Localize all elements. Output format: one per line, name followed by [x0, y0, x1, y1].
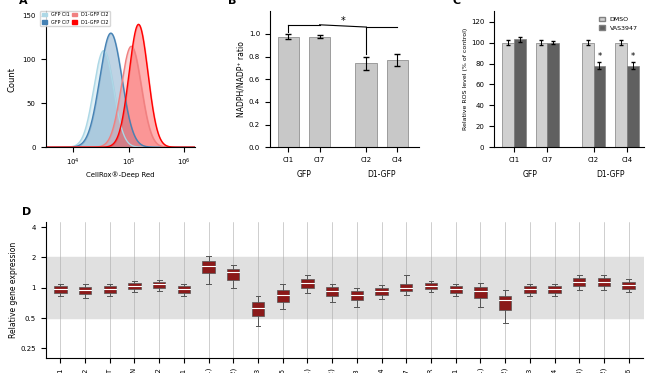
Bar: [46, 257, 644, 318]
FancyBboxPatch shape: [351, 291, 363, 300]
Y-axis label: Count: Count: [8, 67, 17, 92]
Text: *: *: [630, 52, 635, 61]
FancyBboxPatch shape: [450, 286, 462, 293]
Bar: [593, 66, 605, 147]
FancyBboxPatch shape: [153, 282, 165, 288]
Text: B: B: [228, 0, 236, 6]
FancyBboxPatch shape: [598, 278, 610, 286]
Text: *: *: [597, 52, 602, 61]
Text: GFP: GFP: [523, 170, 538, 179]
Y-axis label: NADPH/NADP⁺ ratio: NADPH/NADP⁺ ratio: [237, 41, 246, 117]
Text: A: A: [19, 0, 27, 6]
Y-axis label: Relative gene expression: Relative gene expression: [8, 242, 18, 338]
Text: D1-GFP: D1-GFP: [368, 170, 396, 179]
FancyBboxPatch shape: [128, 283, 140, 289]
Bar: [514, 40, 526, 147]
Legend: DMSO, VAS3947: DMSO, VAS3947: [596, 14, 640, 33]
Legend: GFP Cl1, GFP Cl7, D1-GFP Cl2, D1-GFP Cl2: GFP Cl1, GFP Cl7, D1-GFP Cl2, D1-GFP Cl2: [40, 11, 110, 26]
FancyBboxPatch shape: [524, 286, 536, 293]
FancyBboxPatch shape: [276, 290, 289, 302]
Bar: [616, 43, 627, 147]
FancyBboxPatch shape: [376, 288, 388, 295]
Bar: [627, 66, 638, 147]
FancyBboxPatch shape: [499, 296, 512, 310]
X-axis label: CellRox®-Deep Red: CellRox®-Deep Red: [86, 171, 155, 178]
Text: D: D: [21, 207, 31, 217]
FancyBboxPatch shape: [326, 287, 338, 297]
FancyBboxPatch shape: [54, 286, 66, 293]
FancyBboxPatch shape: [103, 286, 116, 293]
Bar: [582, 43, 593, 147]
FancyBboxPatch shape: [425, 283, 437, 289]
Bar: [309, 37, 330, 147]
FancyBboxPatch shape: [573, 278, 586, 286]
Bar: [502, 43, 514, 147]
Text: *: *: [341, 16, 345, 26]
FancyBboxPatch shape: [79, 287, 91, 294]
Bar: [547, 43, 559, 147]
Bar: [536, 43, 547, 147]
FancyBboxPatch shape: [227, 269, 239, 280]
FancyBboxPatch shape: [400, 284, 413, 291]
Bar: [387, 60, 408, 147]
Text: D1-GFP: D1-GFP: [596, 170, 625, 179]
FancyBboxPatch shape: [252, 302, 264, 316]
Text: C: C: [452, 0, 460, 6]
Text: GFP: GFP: [296, 170, 311, 179]
FancyBboxPatch shape: [623, 282, 635, 289]
Bar: [278, 37, 300, 147]
Bar: [356, 63, 377, 147]
FancyBboxPatch shape: [177, 286, 190, 293]
Y-axis label: Relative ROS level (% of control): Relative ROS level (% of control): [463, 28, 468, 130]
FancyBboxPatch shape: [474, 287, 487, 298]
FancyBboxPatch shape: [549, 286, 561, 293]
FancyBboxPatch shape: [301, 279, 313, 288]
FancyBboxPatch shape: [202, 261, 215, 273]
